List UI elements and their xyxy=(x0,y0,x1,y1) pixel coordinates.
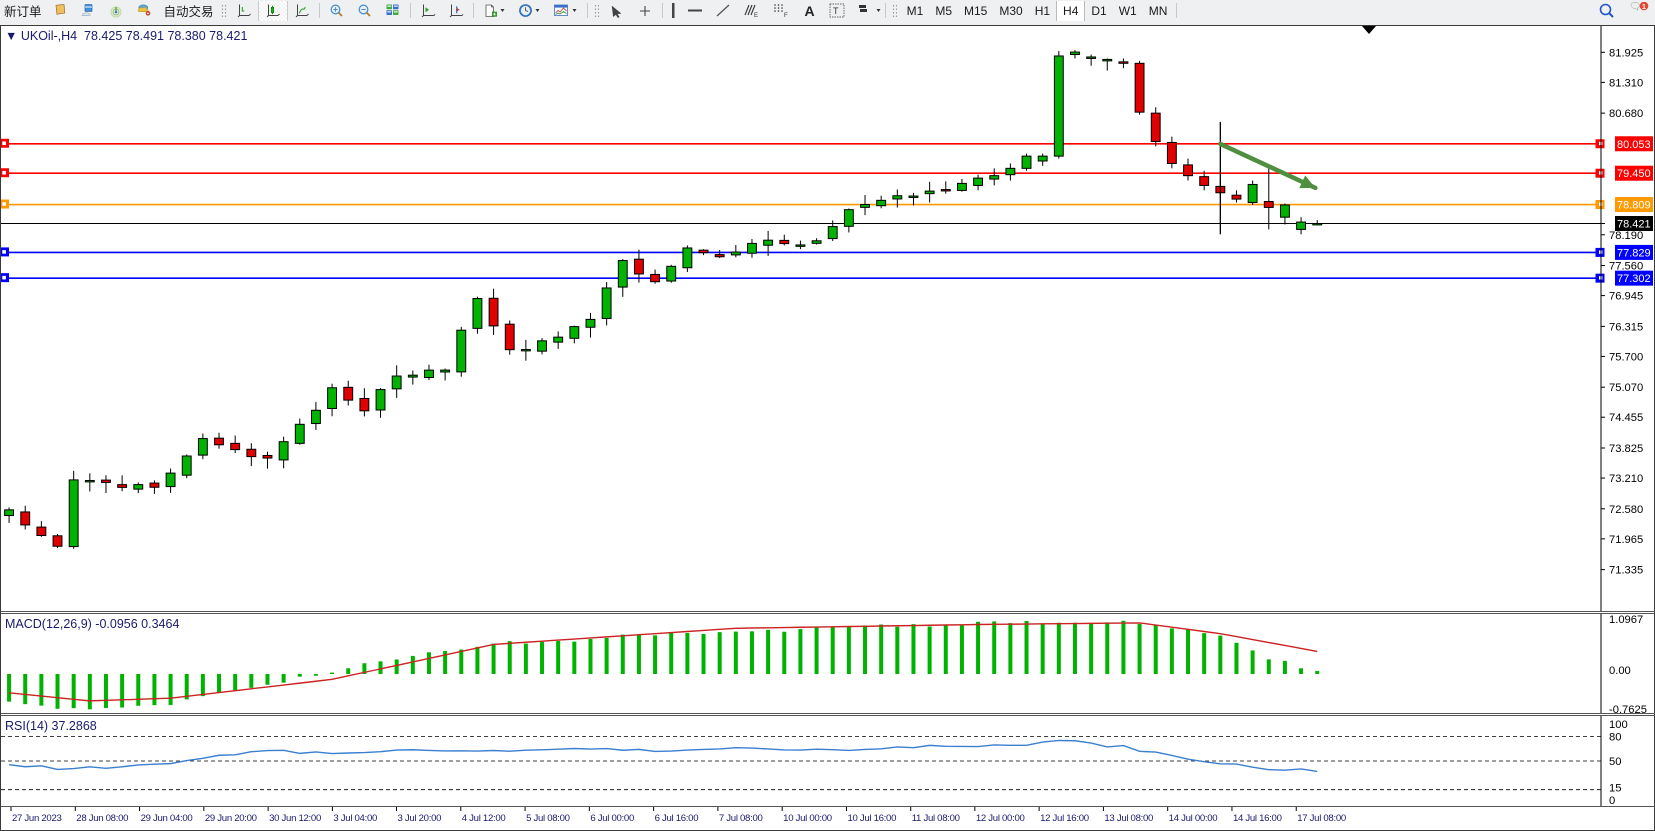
svg-text:4 Jul 12:00: 4 Jul 12:00 xyxy=(462,813,506,824)
svg-text:81.310: 81.310 xyxy=(1609,77,1643,89)
svg-text:30 Jun 12:00: 30 Jun 12:00 xyxy=(269,813,321,824)
svg-text:3 Jul 20:00: 3 Jul 20:00 xyxy=(398,813,442,824)
svg-text:80.053: 80.053 xyxy=(1617,139,1651,151)
svg-text:78.190: 78.190 xyxy=(1609,230,1643,242)
svg-text:3 Jul 04:00: 3 Jul 04:00 xyxy=(333,813,377,824)
svg-text:71.335: 71.335 xyxy=(1609,565,1643,577)
svg-text:7 Jul 08:00: 7 Jul 08:00 xyxy=(719,813,763,824)
svg-text:17 Jul 08:00: 17 Jul 08:00 xyxy=(1297,813,1346,824)
svg-text:F: F xyxy=(784,13,788,18)
svg-text:12 Jul 00:00: 12 Jul 00:00 xyxy=(976,813,1025,824)
svg-text:12 Jul 16:00: 12 Jul 16:00 xyxy=(1040,813,1089,824)
svg-text:14 Jul 16:00: 14 Jul 16:00 xyxy=(1233,813,1282,824)
svg-text:13 Jul 08:00: 13 Jul 08:00 xyxy=(1104,813,1153,824)
svg-text:T: T xyxy=(833,6,839,16)
svg-text:50: 50 xyxy=(1609,756,1621,768)
svg-text:75.070: 75.070 xyxy=(1609,382,1643,394)
svg-text:78.809: 78.809 xyxy=(1617,200,1651,212)
svg-text:29 Jun 04:00: 29 Jun 04:00 xyxy=(141,813,193,824)
svg-text:76.945: 76.945 xyxy=(1609,291,1643,303)
svg-text:10 Jul 00:00: 10 Jul 00:00 xyxy=(783,813,832,824)
svg-text:81.925: 81.925 xyxy=(1609,47,1643,59)
svg-text:11 Jul 08:00: 11 Jul 08:00 xyxy=(912,813,960,824)
svg-text:74.455: 74.455 xyxy=(1609,412,1643,424)
svg-text:E: E xyxy=(754,13,758,18)
svg-text:-0.7625: -0.7625 xyxy=(1609,704,1647,716)
svg-text:0: 0 xyxy=(1609,795,1615,806)
svg-text:6 Jul 16:00: 6 Jul 16:00 xyxy=(655,813,699,824)
svg-text:100: 100 xyxy=(1609,719,1628,731)
svg-text:1.0967: 1.0967 xyxy=(1609,614,1643,626)
svg-text:10 Jul 16:00: 10 Jul 16:00 xyxy=(847,813,896,824)
svg-text:6 Jul 00:00: 6 Jul 00:00 xyxy=(590,813,634,824)
svg-text:15: 15 xyxy=(1609,783,1621,795)
svg-text:14 Jul 00:00: 14 Jul 00:00 xyxy=(1169,813,1218,824)
svg-text:80.680: 80.680 xyxy=(1609,108,1643,120)
svg-text:28 Jun 08:00: 28 Jun 08:00 xyxy=(76,813,128,824)
svg-text:77.302: 77.302 xyxy=(1617,273,1651,285)
svg-text:80: 80 xyxy=(1609,731,1621,743)
svg-text:78.421: 78.421 xyxy=(1617,218,1651,230)
svg-text:77.829: 77.829 xyxy=(1617,247,1651,259)
svg-text:1: 1 xyxy=(1642,3,1646,10)
svg-text:75.700: 75.700 xyxy=(1609,351,1643,363)
svg-text:79.450: 79.450 xyxy=(1617,168,1651,180)
svg-text:71.965: 71.965 xyxy=(1609,534,1643,546)
svg-text:73.825: 73.825 xyxy=(1609,443,1643,455)
svg-text:73.210: 73.210 xyxy=(1609,473,1643,485)
svg-text:27 Jun 2023: 27 Jun 2023 xyxy=(12,813,62,824)
svg-text:5 Jul 08:00: 5 Jul 08:00 xyxy=(526,813,570,824)
svg-text:76.315: 76.315 xyxy=(1609,321,1643,333)
svg-text:0.00: 0.00 xyxy=(1609,665,1631,677)
svg-text:29 Jun 20:00: 29 Jun 20:00 xyxy=(205,813,257,824)
svg-text:72.580: 72.580 xyxy=(1609,504,1643,516)
